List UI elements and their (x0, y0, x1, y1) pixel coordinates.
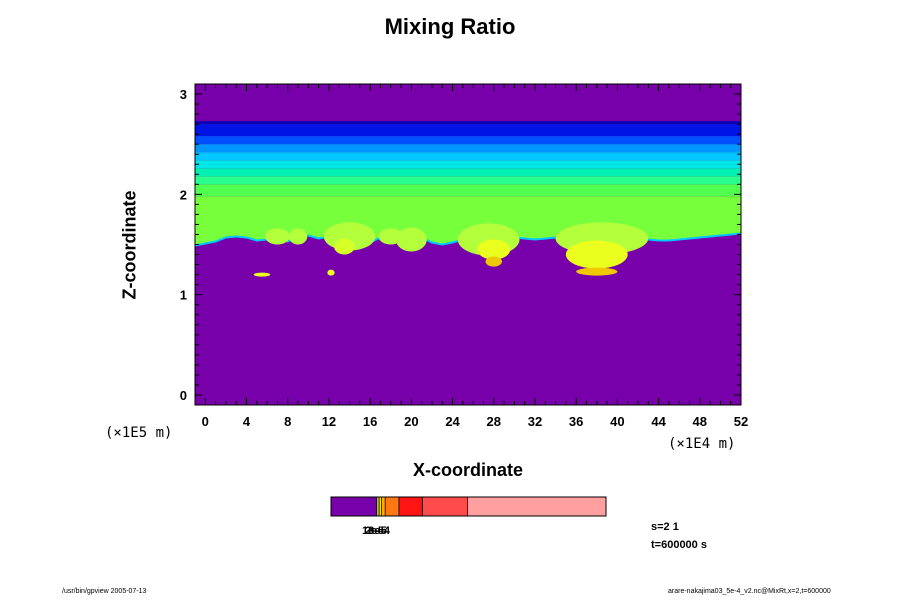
band-5 (195, 160, 741, 169)
colorbar-segment-4 (385, 497, 399, 516)
colorbar (330, 496, 607, 517)
footer-command: /usr/bin/gpview 2005-07-13 (62, 588, 147, 595)
x-axis-label: X-coordinate (412, 460, 523, 480)
y-tick-label: 3 (180, 87, 187, 102)
x-tick-label: 16 (363, 414, 377, 429)
colorbar-segment-5 (398, 497, 423, 516)
x-tick-label: 28 (487, 414, 501, 429)
band-1 (195, 124, 741, 137)
x-tick-label: 44 (651, 414, 666, 429)
y-tick-label: 2 (180, 187, 187, 202)
x-tick-label: 4 (243, 414, 251, 429)
cell-7 (477, 239, 511, 260)
colorbar-segment-1 (376, 497, 380, 516)
z-scale-note: (×1E5 m) (105, 425, 173, 441)
y-tick-label: 0 (180, 388, 187, 403)
x-tick-label: 52 (734, 414, 748, 429)
x-scale-note: (×1E4 m) (668, 436, 736, 452)
x-tick-label: 48 (693, 414, 707, 429)
band-7 (195, 176, 741, 185)
chart-title: Mixing Ratio (384, 14, 516, 39)
x-tick-label: 8 (284, 414, 291, 429)
cell-11 (576, 267, 618, 276)
cell-5 (395, 227, 427, 252)
cell-0 (265, 228, 290, 245)
heatmap-field (195, 84, 741, 405)
band-2 (195, 136, 741, 145)
colorbar-segment-3 (381, 497, 386, 516)
band-3 (195, 144, 741, 153)
band-4 (195, 152, 741, 161)
time-info: t=600000 s (651, 539, 707, 551)
colorbar-segment-6 (422, 497, 468, 516)
band-8 (195, 184, 741, 197)
cell-3 (334, 238, 355, 255)
x-tick-label: 20 (404, 414, 418, 429)
cell-12 (253, 272, 271, 277)
cell-10 (565, 240, 628, 269)
x-tick-label: 40 (610, 414, 624, 429)
band-6 (195, 168, 741, 177)
x-tick-label: 12 (322, 414, 336, 429)
colorbar-segment-0 (331, 497, 377, 516)
x-tick-label: 24 (445, 414, 460, 429)
colorbar-label: 3e-4 (368, 525, 391, 537)
axis-ticks (195, 84, 742, 405)
colorbar-label: 2e-5 (365, 525, 387, 537)
colorbar-segment-2 (379, 497, 382, 516)
cell-1 (288, 228, 308, 245)
x-tick-label: 32 (528, 414, 542, 429)
band-0 (195, 121, 741, 125)
step-info: s=2 1 (651, 521, 679, 533)
footer-file: arare-nakajima03_5e-4_v2.nc@MixRt,x=2,t=… (668, 588, 831, 595)
colorbar-labels: 1e-52e-53e-4 (362, 525, 391, 537)
y-tick-label: 1 (180, 288, 187, 303)
colorbar-segment-7 (467, 497, 606, 516)
x-tick-label: 36 (569, 414, 583, 429)
cell-8 (485, 256, 502, 267)
x-tick-label: 0 (202, 414, 209, 429)
colorbar-label: 1e-5 (362, 525, 384, 537)
colorbar-frame (330, 496, 607, 517)
y-axis-label: Z-coordinate (119, 190, 140, 300)
cell-13 (327, 269, 335, 276)
